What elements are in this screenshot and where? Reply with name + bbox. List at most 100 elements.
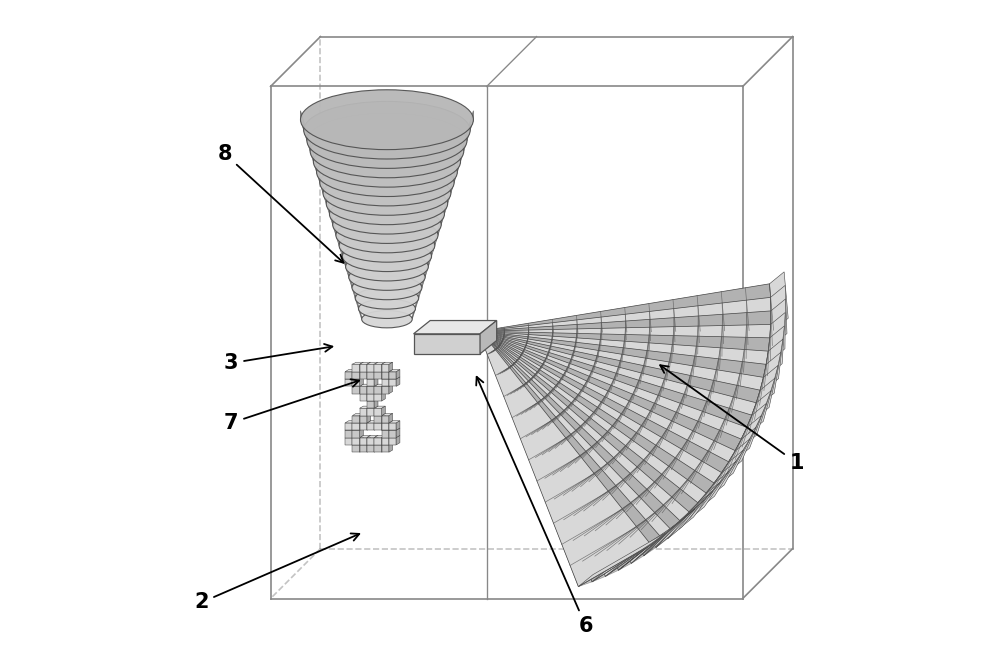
Polygon shape	[480, 297, 772, 346]
Polygon shape	[374, 406, 378, 416]
Polygon shape	[367, 436, 378, 438]
Polygon shape	[360, 370, 363, 379]
Polygon shape	[412, 306, 415, 319]
Polygon shape	[656, 481, 721, 547]
Polygon shape	[333, 219, 336, 235]
Polygon shape	[479, 331, 722, 529]
Ellipse shape	[310, 124, 464, 178]
Polygon shape	[382, 416, 389, 423]
Polygon shape	[479, 332, 651, 587]
Polygon shape	[382, 362, 385, 372]
Polygon shape	[313, 154, 317, 172]
Polygon shape	[479, 331, 735, 508]
Polygon shape	[367, 384, 378, 386]
Ellipse shape	[346, 253, 428, 281]
Polygon shape	[479, 332, 671, 577]
Polygon shape	[367, 421, 378, 423]
Polygon shape	[389, 414, 393, 423]
Text: 2: 2	[194, 533, 359, 612]
Ellipse shape	[342, 241, 432, 271]
Polygon shape	[352, 416, 360, 423]
Polygon shape	[336, 230, 339, 245]
Polygon shape	[360, 414, 371, 416]
Polygon shape	[479, 331, 747, 485]
Ellipse shape	[329, 194, 444, 234]
Polygon shape	[382, 423, 389, 430]
Polygon shape	[389, 370, 400, 372]
Polygon shape	[742, 378, 775, 447]
Polygon shape	[389, 377, 393, 386]
Polygon shape	[382, 384, 393, 386]
Polygon shape	[367, 401, 374, 408]
Polygon shape	[374, 436, 385, 438]
Polygon shape	[479, 331, 741, 497]
Polygon shape	[451, 176, 454, 194]
Ellipse shape	[352, 276, 422, 300]
Polygon shape	[374, 406, 385, 408]
Polygon shape	[355, 295, 358, 309]
Polygon shape	[382, 443, 393, 445]
Polygon shape	[425, 263, 428, 277]
Polygon shape	[367, 377, 378, 379]
Polygon shape	[345, 370, 356, 372]
Polygon shape	[389, 421, 400, 423]
Polygon shape	[414, 321, 497, 334]
Ellipse shape	[355, 287, 419, 309]
Polygon shape	[360, 443, 363, 452]
Polygon shape	[345, 379, 352, 386]
Polygon shape	[367, 399, 378, 401]
Polygon shape	[479, 332, 689, 563]
Polygon shape	[310, 143, 313, 162]
Polygon shape	[367, 362, 378, 364]
Polygon shape	[360, 394, 367, 401]
Polygon shape	[480, 331, 768, 405]
Polygon shape	[382, 384, 385, 394]
Polygon shape	[735, 391, 771, 460]
Polygon shape	[382, 414, 393, 416]
Polygon shape	[345, 421, 356, 423]
Polygon shape	[435, 230, 438, 245]
Polygon shape	[480, 311, 771, 360]
Polygon shape	[389, 430, 396, 438]
Polygon shape	[480, 331, 756, 460]
Polygon shape	[389, 379, 396, 386]
Polygon shape	[352, 423, 360, 430]
Polygon shape	[360, 406, 371, 408]
Polygon shape	[480, 284, 774, 334]
Polygon shape	[360, 443, 371, 445]
Polygon shape	[342, 251, 346, 267]
Polygon shape	[345, 372, 352, 379]
Polygon shape	[329, 208, 333, 225]
Polygon shape	[367, 443, 371, 452]
Polygon shape	[374, 443, 385, 445]
Polygon shape	[448, 187, 451, 203]
Polygon shape	[367, 364, 374, 372]
Polygon shape	[374, 416, 382, 423]
Polygon shape	[374, 377, 378, 386]
Polygon shape	[367, 436, 371, 445]
Ellipse shape	[349, 264, 425, 291]
Polygon shape	[367, 406, 371, 416]
Polygon shape	[304, 122, 307, 141]
Polygon shape	[668, 471, 729, 539]
Polygon shape	[360, 421, 371, 423]
Polygon shape	[352, 414, 363, 416]
Text: 1: 1	[660, 365, 804, 473]
Ellipse shape	[333, 206, 441, 243]
Polygon shape	[592, 525, 676, 582]
Polygon shape	[382, 421, 393, 423]
Polygon shape	[480, 331, 752, 473]
Polygon shape	[771, 285, 787, 346]
Polygon shape	[719, 416, 762, 485]
Polygon shape	[382, 362, 393, 364]
Polygon shape	[326, 198, 329, 214]
Polygon shape	[323, 187, 326, 203]
Polygon shape	[374, 392, 385, 394]
Polygon shape	[454, 165, 457, 183]
Polygon shape	[367, 414, 371, 423]
Polygon shape	[360, 362, 371, 364]
Polygon shape	[605, 517, 685, 577]
Polygon shape	[367, 438, 374, 445]
Polygon shape	[352, 364, 360, 372]
Polygon shape	[367, 445, 374, 452]
